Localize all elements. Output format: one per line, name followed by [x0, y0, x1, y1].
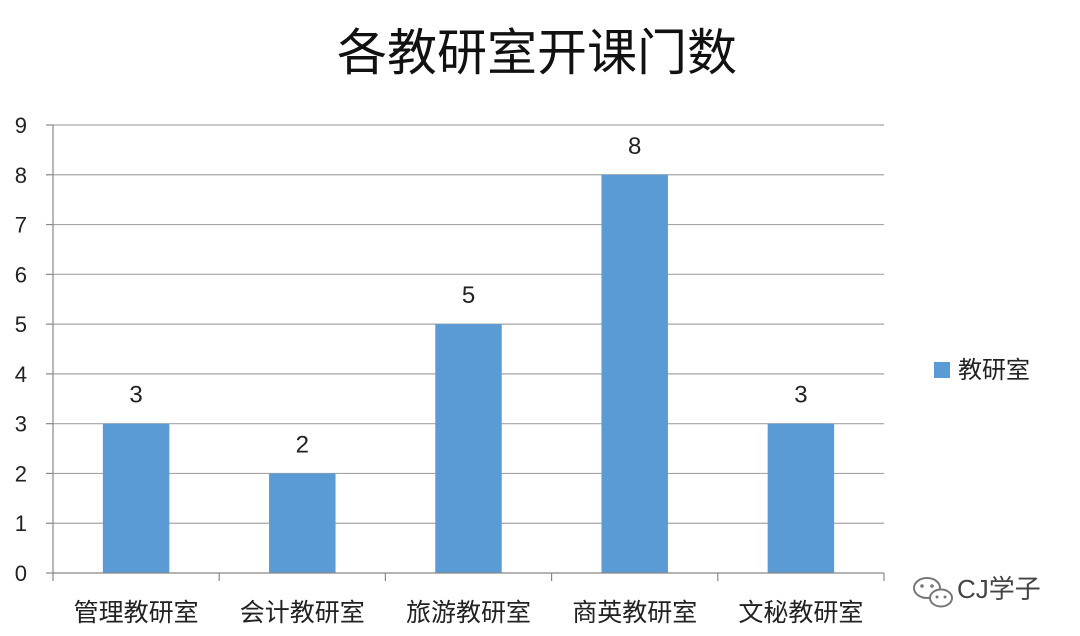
watermark-text: CJ学子	[957, 574, 1041, 604]
y-tick-label: 2	[15, 461, 27, 486]
data-label: 8	[628, 133, 641, 160]
x-category-label: 商英教研室	[572, 598, 697, 627]
y-axis-tick-labels: 0 1 2 3 4 5 6 7 8 9	[15, 113, 27, 586]
watermark: CJ学子	[913, 574, 1041, 608]
y-tick-label: 3	[15, 412, 27, 437]
bar	[435, 324, 502, 573]
y-tick-label: 8	[15, 163, 27, 188]
chart-title: 各教研室开课门数	[337, 24, 737, 82]
legend-label: 教研室	[958, 356, 1030, 384]
legend-swatch	[934, 362, 950, 378]
bar	[269, 473, 336, 573]
x-category-label: 文秘教研室	[738, 598, 863, 627]
bar	[601, 174, 668, 573]
data-label: 2	[296, 431, 309, 458]
bars	[102, 174, 835, 573]
data-label: 3	[129, 382, 142, 409]
x-axis-category-labels: 管理教研室 会计教研室 旅游教研室 商英教研室 文秘教研室	[74, 598, 864, 627]
wechat-icon	[913, 577, 953, 608]
y-tick-label: 0	[15, 561, 27, 586]
axes	[52, 125, 885, 581]
data-label: 5	[462, 282, 475, 309]
bar	[767, 423, 835, 573]
x-category-label: 旅游教研室	[406, 598, 531, 627]
x-category-label: 会计教研室	[240, 598, 365, 627]
y-tick-label: 7	[15, 213, 27, 238]
data-labels: 3 2 5 8 3	[129, 133, 807, 459]
y-tick-label: 1	[15, 511, 27, 536]
y-tick-label: 9	[15, 113, 27, 138]
y-tick-label: 4	[15, 362, 27, 387]
bar	[102, 423, 170, 573]
data-label: 3	[794, 382, 807, 409]
x-category-label: 管理教研室	[74, 598, 199, 627]
y-tick-label: 6	[15, 262, 27, 287]
y-tick-label: 5	[15, 312, 27, 337]
legend: 教研室	[934, 356, 1030, 384]
